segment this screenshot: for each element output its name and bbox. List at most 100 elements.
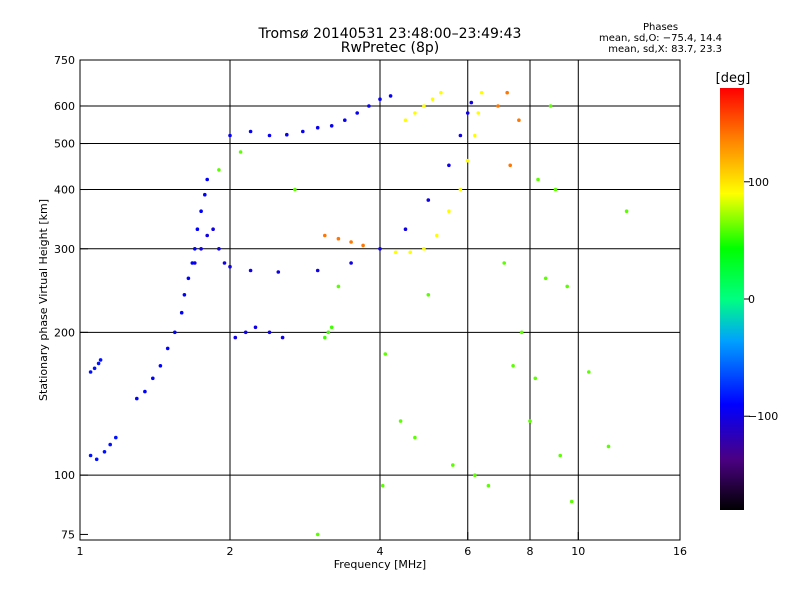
- data-point: [94, 457, 99, 462]
- data-point: [199, 247, 203, 251]
- y-tick-label: 500: [54, 138, 75, 151]
- data-point: [228, 264, 232, 269]
- data-point: [447, 209, 451, 213]
- data-point: [606, 444, 611, 449]
- data-point: [528, 419, 532, 423]
- data-point: [451, 463, 455, 467]
- data-point: [108, 442, 112, 447]
- data-point: [435, 233, 439, 238]
- data-point: [143, 389, 147, 394]
- data-point: [458, 187, 463, 192]
- colorbar-tick-label: 100: [748, 176, 769, 189]
- data-point: [473, 133, 477, 138]
- data-point: [422, 247, 426, 251]
- data-point: [430, 97, 435, 101]
- phases-x-mode-stats: mean, sd,X: 83.7, 23.3: [608, 44, 722, 55]
- y-tick-label: 100: [54, 469, 75, 482]
- data-point: [565, 284, 569, 289]
- data-point: [280, 335, 285, 340]
- data-point: [329, 325, 334, 330]
- data-point: [349, 261, 353, 265]
- data-point: [293, 187, 297, 192]
- data-point: [285, 132, 289, 137]
- data-point: [543, 276, 548, 281]
- data-point: [158, 364, 163, 368]
- data-point: [193, 261, 197, 265]
- data-point: [476, 111, 481, 115]
- data-point: [496, 104, 500, 108]
- data-point: [473, 473, 477, 478]
- data-point: [248, 268, 253, 273]
- x-tick-label: 4: [377, 545, 384, 558]
- data-point: [217, 247, 221, 251]
- data-point: [465, 158, 470, 163]
- data-point: [383, 352, 388, 356]
- data-point: [553, 187, 558, 192]
- data-point: [301, 129, 305, 134]
- data-point: [248, 129, 253, 134]
- data-point: [403, 118, 408, 122]
- y-axis-label: Stationary phase Virtual Height [km]: [37, 199, 50, 401]
- data-point: [536, 177, 540, 182]
- data-point: [233, 335, 238, 340]
- data-point: [182, 293, 187, 297]
- data-point: [378, 97, 382, 101]
- data-point: [323, 335, 327, 340]
- phases-stats-box: Phases mean, sd,O: −75.4, 14.4 mean, sd,…: [599, 22, 722, 55]
- data-point: [199, 209, 203, 213]
- data-point: [569, 499, 574, 504]
- data-point: [388, 94, 393, 98]
- data-point: [533, 376, 538, 381]
- y-tick-label: 600: [54, 100, 75, 113]
- y-axis-ticks: 75 100 200 300 400 500 600 750: [54, 54, 88, 541]
- data-point: [88, 370, 93, 374]
- x-axis-label: Frequency [MHz]: [334, 558, 426, 571]
- chart-subtitle: RwPretec (8p): [340, 40, 440, 56]
- data-point: [151, 376, 155, 381]
- data-point: [508, 163, 512, 168]
- data-point: [315, 125, 320, 130]
- data-point: [315, 268, 320, 273]
- data-point: [558, 453, 562, 458]
- colorbar-ticks: 100 0 −100: [744, 176, 778, 423]
- data-point: [88, 453, 93, 458]
- data-point: [102, 450, 107, 454]
- data-point: [517, 118, 521, 122]
- x-tick-label: 6: [464, 545, 471, 558]
- data-points: [88, 90, 629, 537]
- data-point: [195, 227, 200, 231]
- data-point: [413, 435, 417, 440]
- data-point: [253, 325, 258, 330]
- data-point: [135, 396, 139, 401]
- data-point: [329, 124, 334, 128]
- data-point: [398, 419, 403, 423]
- data-point: [505, 90, 510, 95]
- data-point: [243, 330, 248, 335]
- data-point: [222, 261, 227, 265]
- data-point: [336, 284, 341, 289]
- data-point: [502, 261, 507, 265]
- data-point: [343, 118, 347, 122]
- data-point: [355, 111, 360, 115]
- data-point: [511, 364, 515, 368]
- data-point: [326, 330, 331, 335]
- data-point: [336, 236, 341, 241]
- y-tick-label: 200: [54, 326, 75, 339]
- data-point: [422, 104, 426, 108]
- data-point: [413, 111, 417, 115]
- data-point: [465, 111, 470, 115]
- data-point: [267, 330, 272, 335]
- data-point: [519, 330, 524, 335]
- data-point: [587, 370, 591, 374]
- data-point: [205, 233, 209, 238]
- x-tick-label: 2: [227, 545, 234, 558]
- y-tick-label: 300: [54, 243, 75, 256]
- data-point: [211, 227, 215, 231]
- x-tick-label: 8: [527, 545, 534, 558]
- data-point: [92, 366, 97, 371]
- data-point: [267, 133, 272, 138]
- data-point: [98, 358, 103, 362]
- data-point: [96, 361, 101, 366]
- data-point: [114, 435, 118, 440]
